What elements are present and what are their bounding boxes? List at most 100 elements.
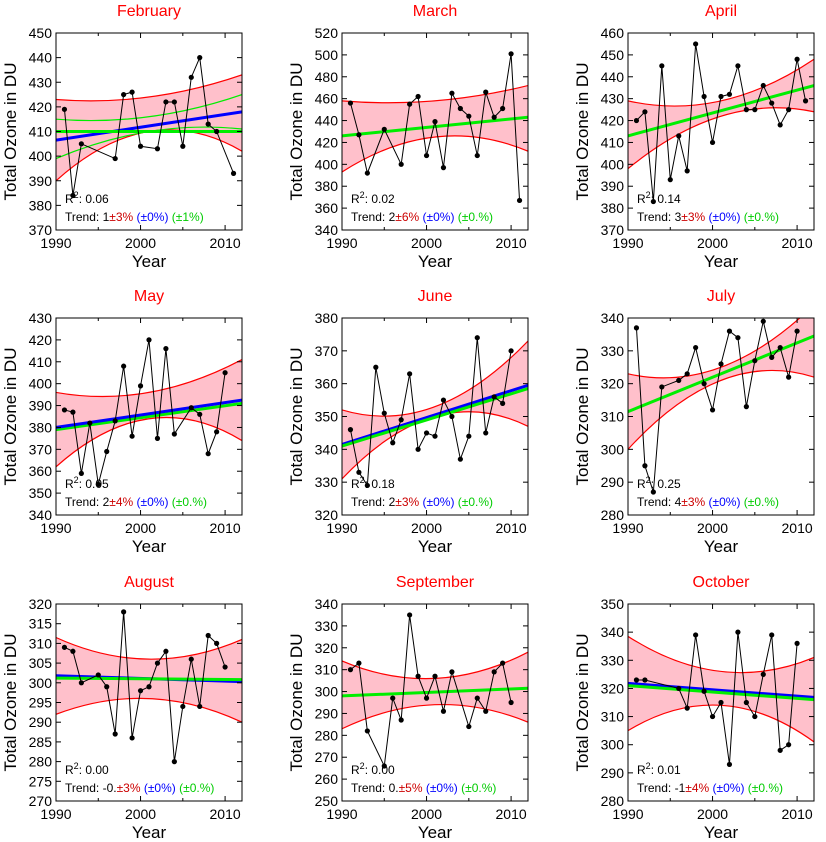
data-point	[676, 377, 682, 383]
plot-area	[628, 318, 814, 495]
y-axis-label: Total Ozone in DU	[573, 634, 592, 772]
y-tick-label: 340	[29, 507, 53, 523]
data-point	[752, 358, 758, 364]
data-point	[752, 713, 758, 720]
data-point	[735, 335, 741, 341]
plot-area	[56, 55, 242, 199]
data-point	[347, 427, 354, 433]
data-point	[508, 348, 514, 354]
data-point	[78, 680, 84, 686]
r-squared-exponent: 2	[646, 475, 651, 485]
data-point	[364, 170, 370, 176]
data-point	[483, 89, 489, 95]
y-tick-label: 295	[29, 695, 53, 711]
data-point	[398, 717, 404, 723]
panel-title: May	[134, 288, 164, 305]
trend-red-uncertainty: ±3%	[109, 210, 136, 224]
data-point	[440, 397, 447, 403]
trend-label: Trend: 2±3% (±0%) (±0.%)	[351, 495, 493, 509]
data-point	[474, 152, 480, 159]
data-point	[709, 407, 716, 413]
data-point	[693, 344, 699, 351]
data-point	[188, 656, 194, 662]
band-upper-line	[56, 636, 242, 660]
data-point	[171, 431, 177, 437]
data-point	[154, 146, 161, 152]
band-upper-line	[628, 635, 814, 674]
data-point	[743, 404, 749, 410]
y-tick-label: 300	[601, 737, 625, 753]
trend-green-uncertainty: (±0.%)	[744, 210, 779, 224]
data-point	[381, 763, 387, 769]
y-tick-label: 310	[315, 662, 339, 678]
x-tick-label: 2010	[210, 520, 241, 536]
y-tick-label: 340	[315, 222, 339, 238]
y-tick-label: 290	[315, 705, 339, 721]
data-point	[188, 74, 194, 80]
data-point	[684, 168, 690, 174]
data-point	[684, 705, 690, 711]
r-squared-exponent: 2	[646, 761, 651, 771]
y-tick-label: 400	[29, 376, 53, 392]
data-point	[449, 669, 455, 675]
data-point	[676, 685, 682, 692]
trend-blue-uncertainty: (±0%)	[709, 495, 744, 509]
data-point	[642, 677, 648, 683]
data-point	[415, 93, 421, 100]
y-tick-label: 350	[315, 409, 339, 425]
r-squared-label: R2: 0.14	[637, 190, 681, 206]
chart-panel: 280 290 300 310 320 330 340 350 1990 2000 2010 Octo…	[573, 574, 815, 842]
data-point	[197, 703, 203, 710]
data-point	[95, 481, 101, 487]
r-squared-label: R2: 0.01	[637, 761, 681, 777]
trend-blue-uncertainty: (±0%)	[137, 210, 172, 224]
r-squared-label: R2: 0.00	[65, 761, 109, 777]
data-point	[205, 451, 211, 457]
y-tick-label: 380	[29, 419, 53, 435]
y-tick-label: 280	[315, 727, 339, 743]
y-tick-label: 330	[601, 652, 625, 668]
data-point	[491, 394, 497, 400]
data-point	[95, 672, 101, 678]
data-point	[356, 660, 362, 666]
r-squared-value: : 0.02	[365, 192, 395, 206]
chart-panel: 250 260 270 280 290 300 310 320 330 340 1990 2000 20…	[287, 574, 529, 842]
data-point	[407, 612, 413, 618]
y-tick-label: 360	[315, 200, 339, 216]
x-tick-label: 1990	[326, 235, 357, 251]
trend-fit-line	[628, 684, 814, 702]
trend-label: Trend: -1±4% (±0%) (±0.%)	[637, 781, 783, 795]
data-point	[415, 446, 421, 452]
r-squared-value: : 0.06	[79, 192, 109, 206]
y-tick-label: 310	[29, 635, 53, 651]
trend-label: Trend: 3±3% (±0%) (±0.%)	[637, 210, 779, 224]
data-point	[356, 132, 362, 138]
r-squared-exponent: 2	[74, 190, 79, 200]
band-lower-line	[342, 703, 528, 730]
y-tick-label: 320	[315, 640, 339, 656]
data-point	[70, 648, 76, 654]
trend-red-uncertainty: ±3%	[395, 495, 422, 509]
x-tick-label: 1990	[612, 235, 643, 251]
data-point	[423, 152, 430, 159]
confidence-band	[56, 74, 242, 181]
data-point	[104, 448, 110, 455]
trend-red-uncertainty: ±3%	[117, 781, 144, 795]
x-tick-label: 2010	[210, 806, 241, 822]
band-lower-line	[56, 697, 242, 723]
data-point	[214, 128, 220, 135]
data-point	[398, 417, 404, 423]
data-point	[364, 728, 370, 734]
trend-green-uncertainty: (±0.%)	[458, 495, 493, 509]
data-point	[777, 747, 783, 753]
data-point	[508, 51, 514, 57]
data-point	[415, 673, 421, 679]
data-point	[61, 106, 68, 112]
data-point	[633, 677, 640, 683]
r-squared-label: R2: 0.06	[65, 190, 109, 206]
band-lower-line	[56, 416, 242, 468]
data-point	[743, 107, 749, 113]
y-tick-label: 440	[315, 113, 339, 129]
band-upper-line	[342, 340, 528, 417]
